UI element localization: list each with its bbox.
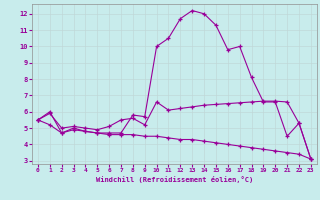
X-axis label: Windchill (Refroidissement éolien,°C): Windchill (Refroidissement éolien,°C) bbox=[96, 176, 253, 183]
